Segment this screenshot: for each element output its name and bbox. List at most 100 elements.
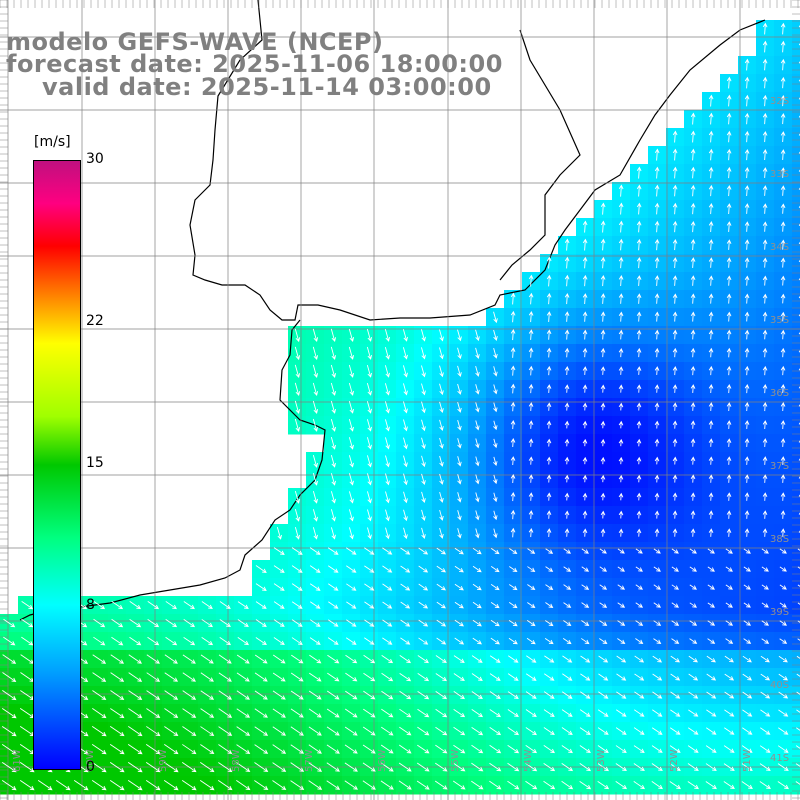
wind-vector (636, 329, 642, 340)
wind-vector (219, 637, 232, 646)
wind-vector (564, 256, 570, 269)
wind-vector (91, 779, 107, 791)
wind-vector (708, 166, 714, 179)
wind-vector (453, 762, 466, 772)
wind-vector (381, 654, 394, 664)
wind-vector (402, 329, 408, 342)
wind-vector (528, 274, 534, 287)
wind-vector (309, 547, 321, 555)
wind-vector (436, 637, 447, 645)
wind-vector (726, 94, 732, 107)
wind-vector (510, 474, 516, 484)
wind-speed-cell (792, 686, 800, 705)
wind-vector (600, 510, 606, 519)
wind-vector (599, 620, 608, 626)
wind-vector (690, 528, 696, 537)
wind-vector (636, 420, 642, 429)
wind-vector (439, 473, 444, 485)
wind-vector (582, 220, 588, 233)
wind-vector (689, 548, 697, 554)
wind-vector (109, 761, 125, 773)
wind-vector (416, 780, 430, 790)
latitude-label: 39S (770, 607, 790, 618)
wind-vector (510, 329, 516, 341)
wind-vector (453, 744, 466, 754)
colorbar-tick-label: 8 (86, 596, 95, 613)
wind-vector (617, 548, 625, 554)
longitude-label: 57W (304, 749, 315, 772)
wind-vector (525, 709, 537, 717)
wind-vector (330, 527, 336, 540)
wind-vector (218, 744, 233, 755)
wind-vector (762, 329, 768, 340)
wind-vector (457, 401, 462, 413)
wind-vector (672, 474, 678, 483)
wind-vector (744, 383, 750, 394)
wind-vector (436, 601, 446, 609)
wind-vector (128, 654, 142, 664)
wind-vector (654, 257, 660, 269)
wind-vector (309, 654, 322, 664)
wind-vector (398, 762, 412, 772)
wind-vector (493, 456, 498, 467)
wind-vector (475, 510, 480, 521)
wind-vector (453, 691, 466, 700)
wind-vector (636, 384, 642, 393)
wind-vector (618, 293, 624, 304)
wind-vector (671, 602, 679, 608)
wind-vector (493, 384, 498, 395)
wind-vector (182, 654, 196, 664)
wind-vector (654, 311, 660, 322)
wind-vector (348, 400, 354, 414)
wind-vector (600, 384, 606, 393)
wind-vector (272, 690, 286, 700)
wind-speed-cell (792, 308, 800, 327)
wind-vector (200, 672, 214, 682)
wind-vector (348, 491, 354, 504)
colorbar-tick-label: 22 (86, 313, 104, 330)
wind-vector (507, 655, 519, 663)
wind-vector (582, 256, 588, 269)
wind-vector (471, 726, 484, 736)
wind-vector (403, 401, 408, 414)
wind-vector (671, 638, 680, 644)
wind-vector (562, 655, 573, 663)
wind-vector (690, 275, 696, 286)
wind-vector (690, 257, 696, 268)
wind-vector (795, 763, 800, 767)
wind-vector (312, 472, 318, 486)
wind-vector (217, 780, 233, 791)
model-title: modelo GEFS-WAVE (NCEP) (6, 28, 384, 56)
wind-vector (599, 548, 607, 554)
wind-vector (636, 166, 642, 179)
wind-vector (290, 690, 304, 700)
wind-vector (762, 167, 768, 178)
wind-vector (634, 655, 645, 663)
wind-vector (726, 185, 732, 197)
wind-vector (510, 292, 516, 305)
wind-vector (510, 456, 516, 466)
wind-vector (708, 257, 714, 268)
wind-vector (435, 690, 448, 700)
wind-vector (489, 762, 502, 772)
wind-vector (489, 691, 501, 700)
wind-vector (457, 347, 462, 360)
wind-speed-cell (792, 326, 800, 345)
wind-vector (55, 779, 71, 791)
wind-vector (364, 583, 375, 591)
wind-vector (744, 510, 750, 519)
wind-vector (597, 780, 610, 790)
wind-vector (615, 745, 627, 753)
wind-vector (581, 584, 590, 590)
wind-vector (671, 548, 679, 554)
wind-vector (147, 601, 160, 610)
wind-vector (418, 565, 429, 573)
wind-vector (690, 293, 696, 304)
wind-vector (399, 690, 412, 700)
wind-vector (672, 148, 678, 161)
wind-vector (690, 456, 696, 465)
wind-vector (164, 744, 179, 755)
wind-vector (654, 347, 660, 358)
wind-vector (546, 510, 552, 519)
wind-vector (381, 708, 394, 718)
